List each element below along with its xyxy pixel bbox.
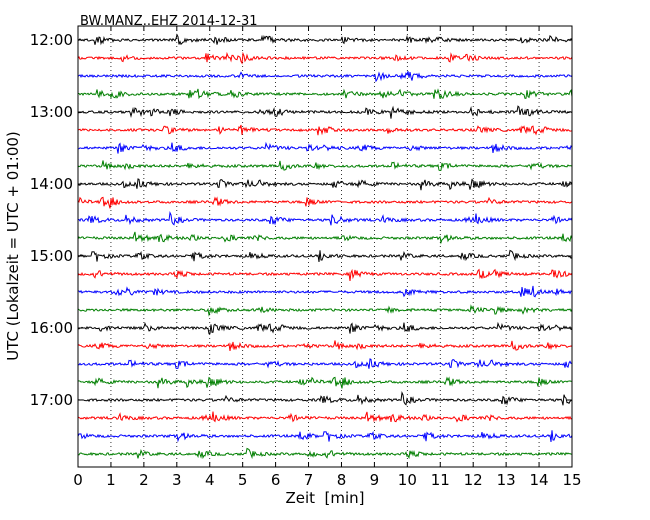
trace-line (77, 268, 573, 281)
x-tick-label: 13 (497, 471, 516, 489)
trace-line (77, 88, 573, 100)
x-tick-label: 11 (431, 471, 450, 489)
x-tick-label: 7 (304, 471, 314, 489)
seismic-traces (77, 33, 573, 460)
trace-line (77, 231, 573, 245)
x-tick-label: 9 (370, 471, 380, 489)
trace-line (77, 411, 573, 423)
trace-line (77, 124, 573, 136)
trace-line (77, 430, 573, 443)
trace-line (77, 304, 573, 317)
y-tick-label: 17:00 (30, 391, 73, 409)
x-tick-label: 6 (271, 471, 281, 489)
x-tick-label: 5 (238, 471, 248, 489)
x-axis: 0 1 2 3 4 5 6 7 8 9 10 11 12 13 14 15 (73, 26, 582, 489)
trace-line (77, 376, 573, 389)
plot-frame (77, 25, 573, 468)
x-tick-label: 2 (139, 471, 149, 489)
trace-line (77, 321, 573, 335)
trace-line (77, 285, 573, 298)
x-tick-label: 0 (73, 471, 83, 489)
trace-line (77, 71, 573, 83)
trace-line (77, 196, 573, 209)
y-tick-label: 13:00 (30, 103, 73, 121)
trace-line (77, 249, 573, 263)
trace-line (77, 178, 573, 191)
x-tick-label: 14 (530, 471, 549, 489)
trace-line (77, 358, 573, 369)
trace-line (77, 141, 573, 154)
grid-lines (110, 26, 540, 467)
trace-line (77, 447, 573, 460)
x-axis-label: Zeit [min] (285, 489, 364, 507)
x-tick-label: 12 (464, 471, 483, 489)
trace-line (77, 51, 573, 65)
x-tick-label: 1 (106, 471, 116, 489)
y-tick-label: 16:00 (30, 319, 73, 337)
y-axis: 12:00 13:00 14:00 15:00 16:00 17:00 (30, 31, 572, 409)
y-tick-label: 12:00 (30, 31, 73, 49)
y-axis-label: UTC (Lokalzeit = UTC + 01:00) (4, 131, 22, 361)
trace-line (77, 210, 573, 226)
y-tick-label: 14:00 (30, 175, 73, 193)
trace-line (77, 160, 573, 171)
x-tick-label: 8 (337, 471, 347, 489)
trace-line (77, 390, 573, 406)
x-tick-label: 3 (172, 471, 182, 489)
trace-line (77, 33, 573, 46)
y-tick-label: 15:00 (30, 247, 73, 265)
x-tick-label: 15 (562, 471, 581, 489)
x-tick-label: 10 (398, 471, 417, 489)
chart-title: BW.MANZ..EHZ 2014-12-31 (80, 14, 258, 29)
x-tick-label: 4 (205, 471, 215, 489)
trace-line (77, 105, 573, 119)
trace-line (77, 340, 573, 352)
